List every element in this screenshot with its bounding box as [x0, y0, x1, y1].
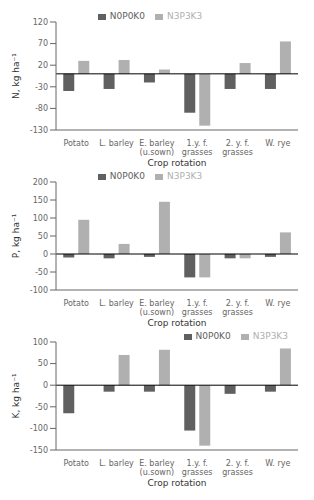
svg-text:Crop rotation: Crop rotation: [147, 158, 206, 168]
svg-text:-30: -30: [35, 83, 48, 92]
svg-text:2. y. f.grasses: 2. y. f.grasses: [222, 139, 253, 157]
svg-text:-50: -50: [35, 403, 48, 412]
svg-text:-130: -130: [30, 126, 48, 135]
html-text:N0P0K0: N0P0K0: [195, 331, 231, 341]
html-text:N3P3K3: N3P3K3: [167, 171, 203, 181]
html-text:N0P0K0: N0P0K0: [109, 171, 145, 181]
html-text:N3P3K3: N3P3K3: [252, 331, 288, 341]
svg-text:E. barley(u.sown): E. barley(u.sown): [139, 139, 175, 157]
svg-text:E. barley(u.sown): E. barley(u.sown): [139, 459, 175, 477]
html-text:N0P0K0: N0P0K0: [109, 11, 145, 21]
svg-text:N, kg ha⁻¹: N, kg ha⁻¹: [11, 53, 21, 99]
svg-text:L. barley: L. barley: [99, 139, 134, 148]
svg-text:100: 100: [33, 214, 48, 223]
svg-text:150: 150: [33, 196, 48, 205]
svg-text:L. barley: L. barley: [99, 299, 134, 308]
svg-text:W. rye: W. rye: [265, 459, 290, 468]
svg-text:Potato: Potato: [63, 139, 89, 148]
svg-text:50: 50: [38, 232, 48, 241]
svg-text:Crop rotation: Crop rotation: [147, 478, 206, 488]
svg-text:-50: -50: [35, 268, 48, 277]
svg-text:1.y. f.grasses: 1.y. f.grasses: [182, 459, 213, 477]
svg-text:100: 100: [33, 338, 48, 347]
svg-text:0: 0: [43, 250, 48, 259]
svg-text:1.y. f.grasses: 1.y. f.grasses: [182, 299, 213, 317]
svg-text:-100: -100: [30, 286, 48, 295]
svg-text:P, kg ha⁻¹: P, kg ha⁻¹: [11, 213, 21, 258]
svg-text:2. y. f.grasses: 2. y. f.grasses: [222, 459, 253, 477]
svg-text:E. barley(u.sown): E. barley(u.sown): [139, 299, 175, 317]
html-text:N3P3K3: N3P3K3: [167, 11, 203, 21]
svg-text:L. barley: L. barley: [99, 459, 134, 468]
svg-text:50: 50: [38, 359, 48, 368]
svg-text:0: 0: [43, 381, 48, 390]
svg-text:200: 200: [33, 178, 48, 187]
svg-text:Potato: Potato: [63, 459, 89, 468]
svg-text:120: 120: [33, 18, 48, 27]
svg-text:Potato: Potato: [63, 299, 89, 308]
svg-text:20: 20: [38, 61, 48, 70]
svg-text:K, kg ha⁻¹: K, kg ha⁻¹: [11, 373, 21, 418]
svg-text:W. rye: W. rye: [265, 299, 290, 308]
svg-text:-80: -80: [35, 104, 48, 113]
svg-text:1.y. f.grasses: 1.y. f.grasses: [182, 139, 213, 157]
svg-text:-150: -150: [30, 446, 48, 455]
svg-text:70: 70: [38, 39, 48, 48]
svg-text:-100: -100: [30, 424, 48, 433]
svg-text:W. rye: W. rye: [265, 139, 290, 148]
svg-text:2. y. f.grasses: 2. y. f.grasses: [222, 299, 253, 317]
svg-text:Crop rotation: Crop rotation: [147, 318, 206, 328]
